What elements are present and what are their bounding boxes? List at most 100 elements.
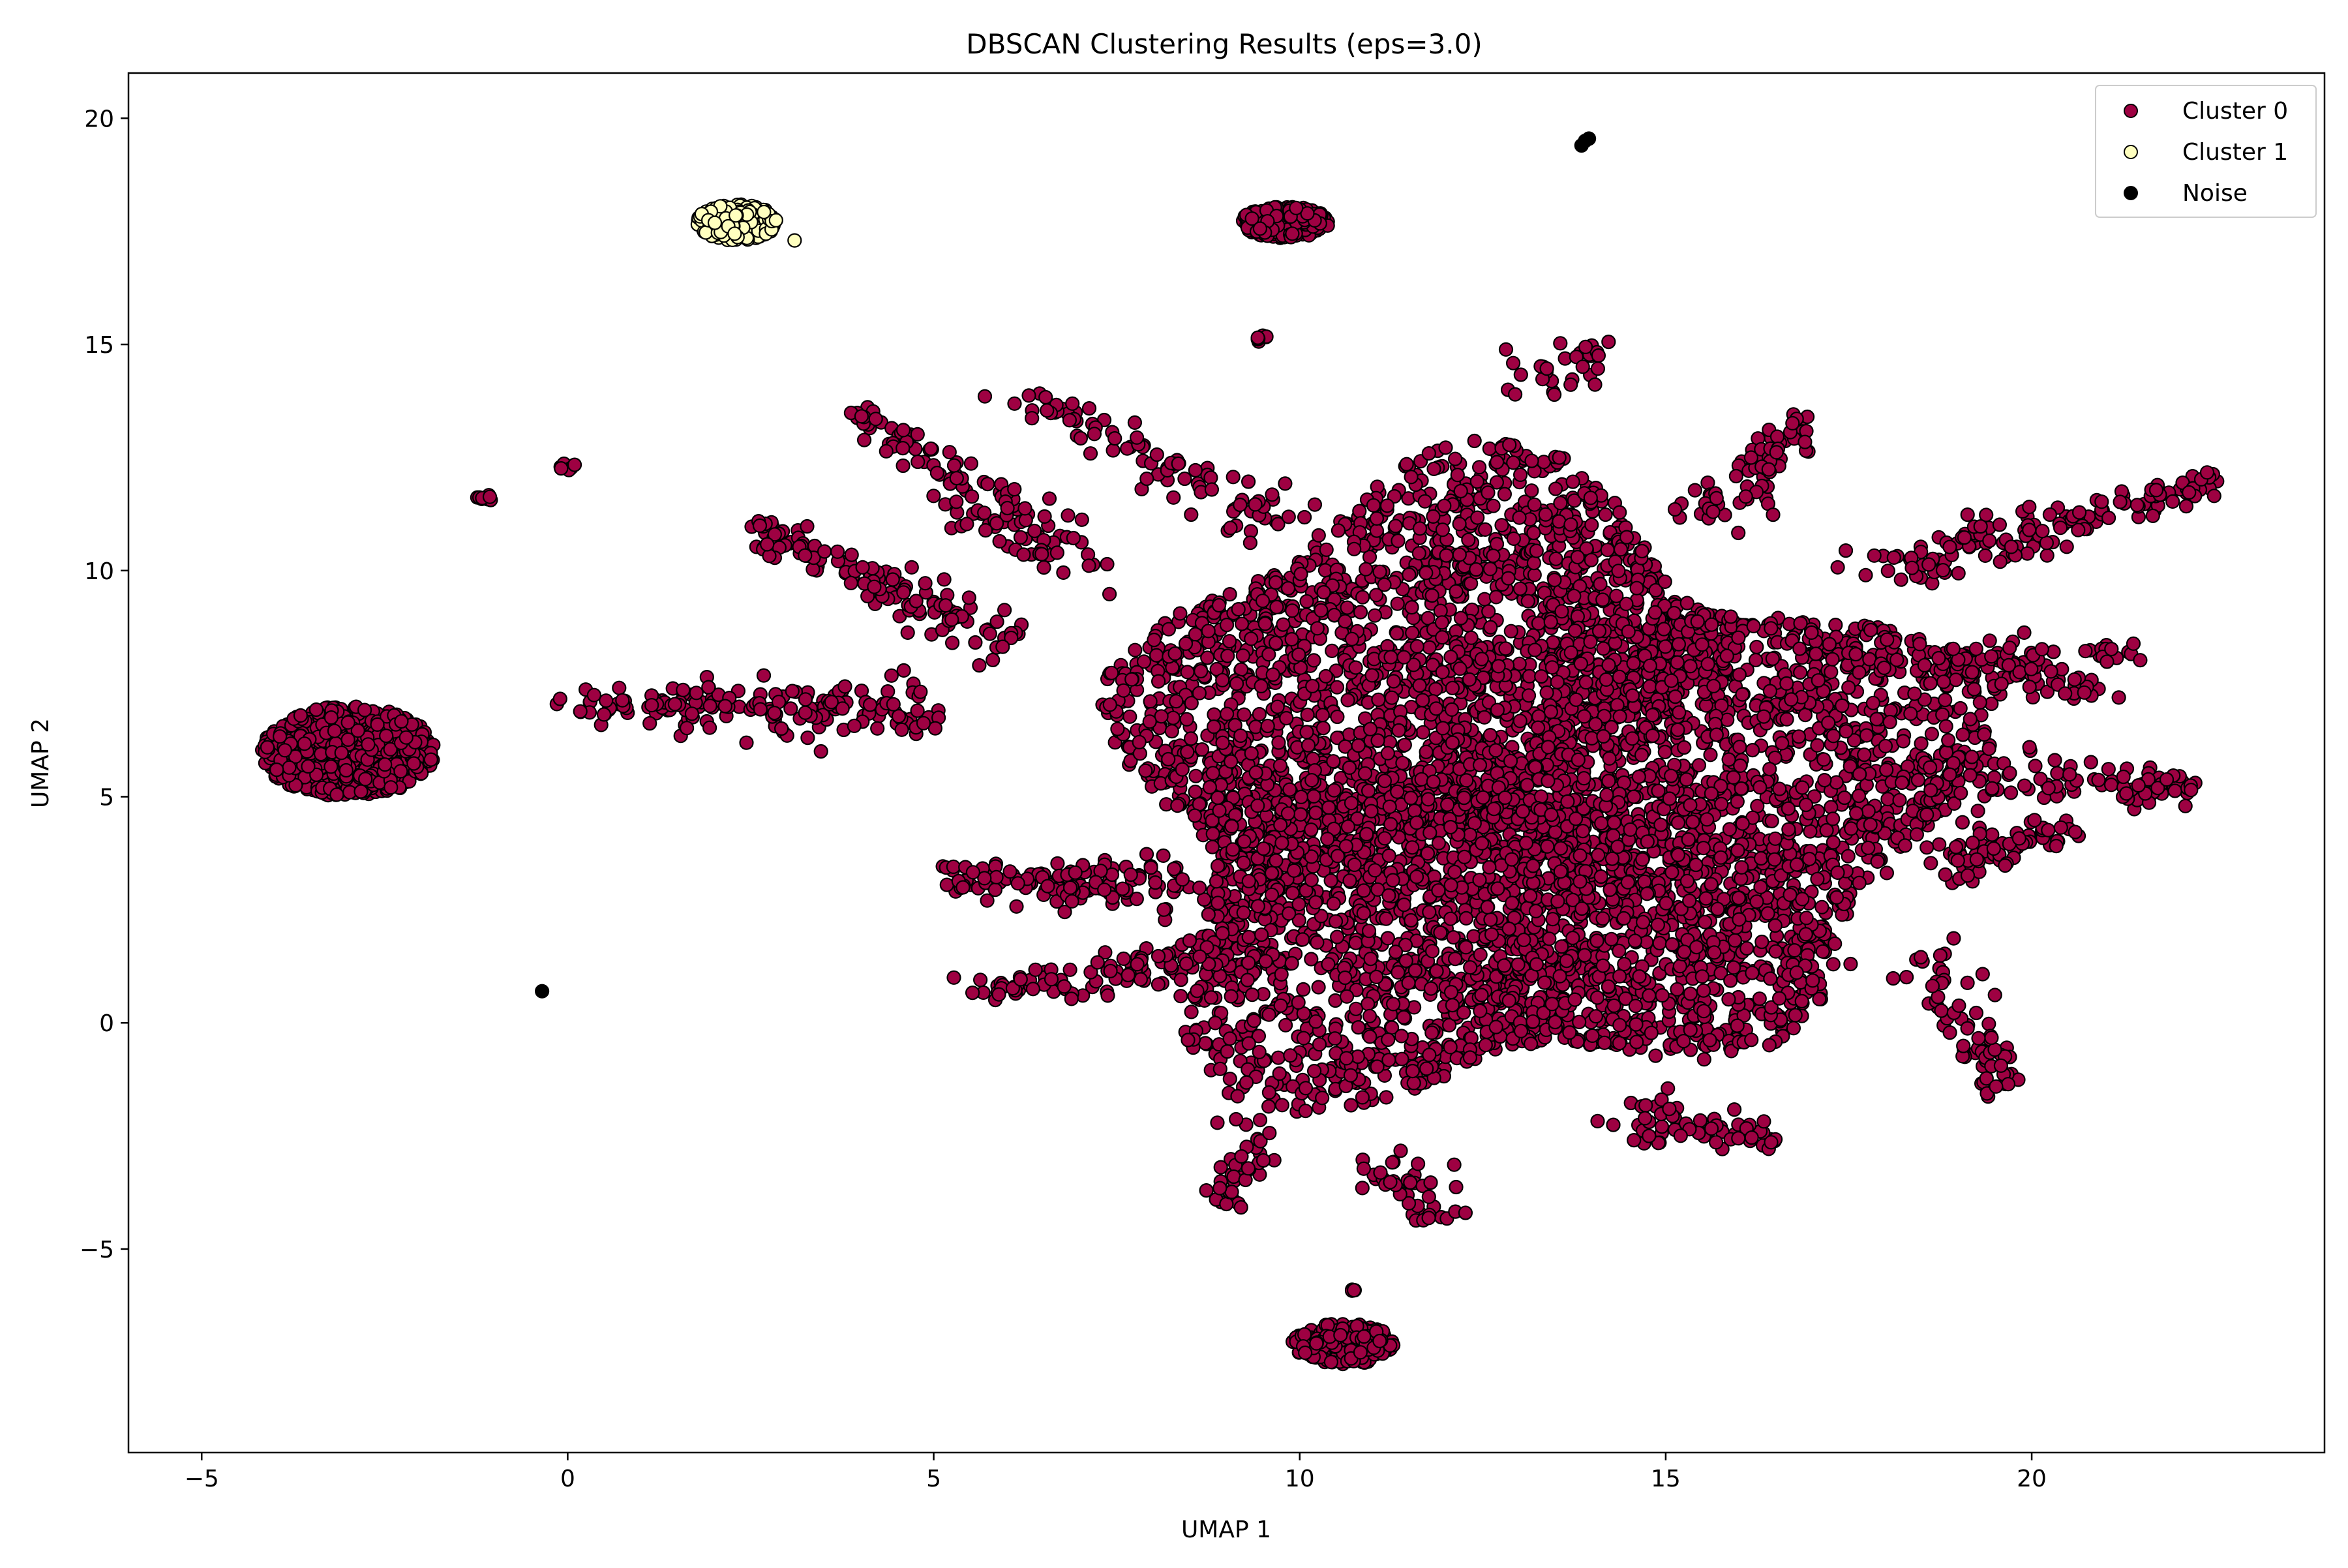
scatter-point-cluster-0 — [1377, 774, 1392, 789]
scatter-point-cluster-0 — [1513, 714, 1528, 729]
scatter-point-cluster-0 — [1422, 905, 1437, 920]
scatter-point-cluster-0 — [1745, 742, 1760, 758]
scatter-point-cluster-0 — [1567, 623, 1583, 639]
scatter-point-cluster-0 — [1571, 752, 1586, 768]
scatter-point-cluster-0 — [1257, 616, 1272, 631]
scatter-point-cluster-0 — [1244, 631, 1259, 646]
scatter-point-cluster-0 — [1629, 1017, 1644, 1032]
scatter-point-cluster-0 — [1938, 692, 1953, 708]
scatter-point-cluster-0 — [1272, 1066, 1287, 1081]
scatter-point-cluster-0 — [1128, 642, 1143, 657]
scatter-point-cluster-0 — [1552, 450, 1567, 465]
scatter-point-cluster-0 — [1147, 632, 1162, 648]
scatter-point-cluster-0 — [1690, 614, 1705, 629]
scatter-point-cluster-0 — [1270, 699, 1285, 714]
scatter-point-cluster-0 — [1596, 729, 1611, 744]
scatter-point-cluster-0 — [1683, 986, 1698, 1001]
scatter-point-cluster-0 — [1181, 1033, 1196, 1048]
scatter-point-cluster-0 — [1356, 905, 1371, 921]
scatter-point-cluster-0 — [1573, 656, 1588, 671]
scatter-point-cluster-0 — [1623, 822, 1638, 837]
scatter-point-cluster-0 — [1132, 734, 1147, 749]
scatter-point-cluster-0 — [1264, 866, 1280, 881]
scatter-point-cluster-0 — [1824, 800, 1839, 815]
scatter-point-cluster-0 — [1327, 783, 1342, 798]
scatter-point-cluster-0 — [1438, 440, 1453, 455]
scatter-point-cluster-0 — [1396, 897, 1411, 912]
scatter-point-cluster-0 — [1664, 937, 1679, 952]
scatter-point-cluster-0 — [1464, 630, 1479, 645]
scatter-point-cluster-0 — [1520, 594, 1535, 609]
scatter-point-cluster-0 — [1327, 1031, 1342, 1046]
scatter-point-cluster-0 — [1222, 1071, 1237, 1087]
scatter-point-cluster-0 — [1272, 758, 1288, 773]
scatter-point-cluster-0 — [1293, 566, 1308, 582]
scatter-point-cluster-0 — [1520, 777, 1535, 792]
scatter-point-cluster-0 — [1164, 723, 1179, 739]
scatter-point-cluster-0 — [1212, 1061, 1227, 1076]
scatter-point-cluster-0 — [1388, 519, 1403, 534]
scatter-point-cluster-0 — [1768, 918, 1783, 933]
scatter-point-cluster-0 — [1606, 998, 1621, 1014]
scatter-point-cluster-0 — [1601, 657, 1616, 672]
scatter-point-cluster-0 — [1348, 935, 1363, 950]
scatter-point-cluster-0 — [1291, 897, 1306, 912]
scatter-point-cluster-0 — [1573, 848, 1588, 863]
scatter-point-cluster-0 — [1723, 973, 1738, 988]
scatter-point-cluster-0 — [1821, 716, 1836, 731]
scatter-point-cluster-0 — [1664, 768, 1679, 783]
scatter-point-cluster-0 — [1522, 669, 1537, 684]
scatter-point-cluster-0 — [1486, 802, 1501, 817]
scatter-point-cluster-0 — [1310, 935, 1325, 950]
scatter-point-cluster-0 — [1576, 709, 1591, 724]
scatter-point-cluster-0 — [1512, 656, 1527, 671]
scatter-point-cluster-0 — [1328, 914, 1344, 929]
scatter-point-cluster-0 — [1406, 1076, 1421, 1091]
scatter-point-cluster-0 — [1816, 752, 1831, 767]
scatter-point-cluster-0 — [1102, 697, 1117, 712]
scatter-point-cluster-0 — [1682, 893, 1697, 909]
scatter-point-cluster-0 — [1377, 831, 1392, 846]
scatter-point-cluster-0 — [1161, 751, 1176, 767]
scatter-point-cluster-0 — [1447, 864, 1462, 880]
scatter-point-cluster-0 — [1783, 887, 1798, 903]
scatter-point-cluster-0 — [1352, 504, 1367, 519]
scatter-point-cluster-0 — [1627, 933, 1642, 948]
scatter-point-cluster-0 — [1419, 744, 1434, 759]
scatter-point-cluster-0 — [1490, 881, 1505, 896]
scatter-point-cluster-0 — [1351, 738, 1366, 753]
scatter-point-cluster-0 — [1474, 652, 1489, 667]
scatter-point-cluster-0 — [1402, 567, 1417, 582]
scatter-point-cluster-0 — [1760, 906, 1775, 921]
scatter-point-cluster-0 — [1791, 729, 1806, 744]
scatter-point-cluster-0 — [1841, 680, 1856, 695]
scatter-point-cluster-0 — [1236, 855, 1251, 870]
scatter-point-cluster-0 — [1435, 665, 1450, 680]
scatter-point-cluster-0 — [1619, 530, 1634, 545]
scatter-point-cluster-0 — [1450, 468, 1465, 483]
scatter-point-cluster-0 — [1524, 1036, 1539, 1051]
scatter-point-cluster-0 — [1726, 770, 1741, 785]
scatter-point-cluster-0 — [1261, 1099, 1276, 1114]
scatter-point-cluster-0 — [1437, 498, 1452, 513]
scatter-point-cluster-0 — [1685, 814, 1700, 830]
scatter-point-cluster-0 — [1672, 705, 1687, 720]
scatter-point-cluster-0 — [1681, 832, 1696, 847]
scatter-point-cluster-0 — [1273, 998, 1288, 1013]
scatter-point-cluster-0 — [1626, 656, 1641, 671]
scatter-point-cluster-0 — [1452, 517, 1467, 532]
scatter-point-cluster-0 — [1527, 567, 1542, 582]
scatter-point-cluster-0 — [1704, 617, 1719, 632]
scatter-point-cluster-0 — [1803, 824, 1818, 839]
scatter-point-cluster-0 — [1212, 803, 1227, 818]
scatter-point-cluster-0 — [1657, 744, 1672, 760]
scatter-point-cluster-0 — [1713, 850, 1728, 865]
scatter-point-cluster-0 — [1340, 693, 1355, 708]
scatter-point-cluster-0 — [1734, 781, 1749, 796]
scatter-point-cluster-0 — [1541, 740, 1556, 755]
scatter-point-cluster-0 — [1457, 849, 1472, 865]
scatter-point-cluster-0 — [1653, 817, 1668, 832]
scatter-point-cluster-0 — [1612, 669, 1627, 684]
scatter-point-cluster-0 — [1205, 766, 1220, 781]
scatter-point-cluster-0 — [1261, 1007, 1276, 1022]
